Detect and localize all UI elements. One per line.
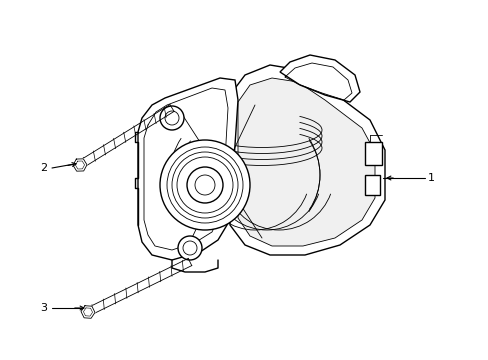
Circle shape (160, 106, 183, 130)
Polygon shape (229, 65, 384, 255)
Text: 3: 3 (40, 303, 47, 313)
Circle shape (160, 140, 249, 230)
Text: 1: 1 (427, 173, 434, 183)
Polygon shape (364, 142, 381, 165)
Text: 2: 2 (40, 163, 47, 173)
Polygon shape (138, 78, 238, 260)
Polygon shape (364, 175, 379, 195)
Circle shape (186, 167, 223, 203)
Circle shape (178, 236, 202, 260)
Polygon shape (73, 159, 87, 171)
Polygon shape (238, 78, 374, 246)
Polygon shape (81, 306, 95, 318)
Polygon shape (280, 55, 359, 102)
